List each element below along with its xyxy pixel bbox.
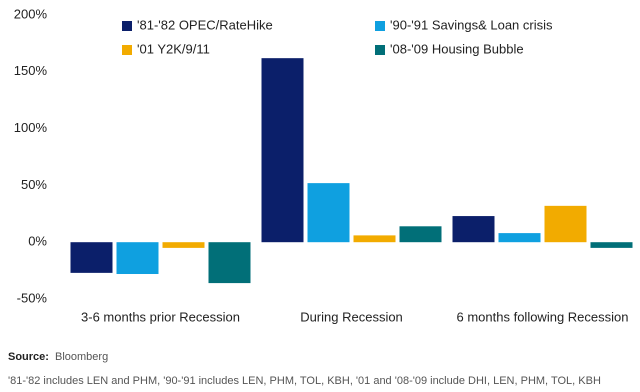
bar xyxy=(452,216,495,243)
note: '81-'82 includes LEN and PHM, '90-'91 in… xyxy=(8,375,601,387)
legend-swatch xyxy=(375,45,385,55)
legend-label: '01 Y2K/9/11 xyxy=(137,41,210,56)
y-tick-label: 200% xyxy=(14,6,48,21)
source: Bloomberg xyxy=(55,351,108,363)
bar xyxy=(544,205,587,243)
legend-swatch xyxy=(375,21,385,31)
bar xyxy=(116,242,159,275)
legend-label: '08-'09 Housing Bubble xyxy=(390,41,524,56)
bar xyxy=(590,242,633,248)
legend-label: '90-'91 Savings& Loan crisis xyxy=(390,17,553,32)
bar xyxy=(70,242,113,273)
x-tick-label: During Recession xyxy=(300,309,403,324)
y-tick-label: 0% xyxy=(28,234,47,249)
source-label: Source: xyxy=(8,351,49,363)
bar xyxy=(307,183,350,243)
bar xyxy=(162,242,205,248)
y-tick-label: 50% xyxy=(21,177,47,192)
bar xyxy=(353,235,396,243)
legend-label: '81-'82 OPEC/RateHike xyxy=(137,17,273,32)
y-tick-label: 100% xyxy=(14,120,48,135)
bar xyxy=(498,233,541,243)
x-tick-label: 6 months following Recession xyxy=(457,309,629,324)
x-tick-label: 3-6 months prior Recession xyxy=(81,309,240,324)
bar xyxy=(208,242,251,284)
legend-swatch xyxy=(122,21,132,31)
y-tick-label: 150% xyxy=(14,63,48,78)
bar xyxy=(261,58,304,243)
y-tick-label: -50% xyxy=(17,290,48,305)
bar xyxy=(399,226,442,243)
legend-swatch xyxy=(122,45,132,55)
